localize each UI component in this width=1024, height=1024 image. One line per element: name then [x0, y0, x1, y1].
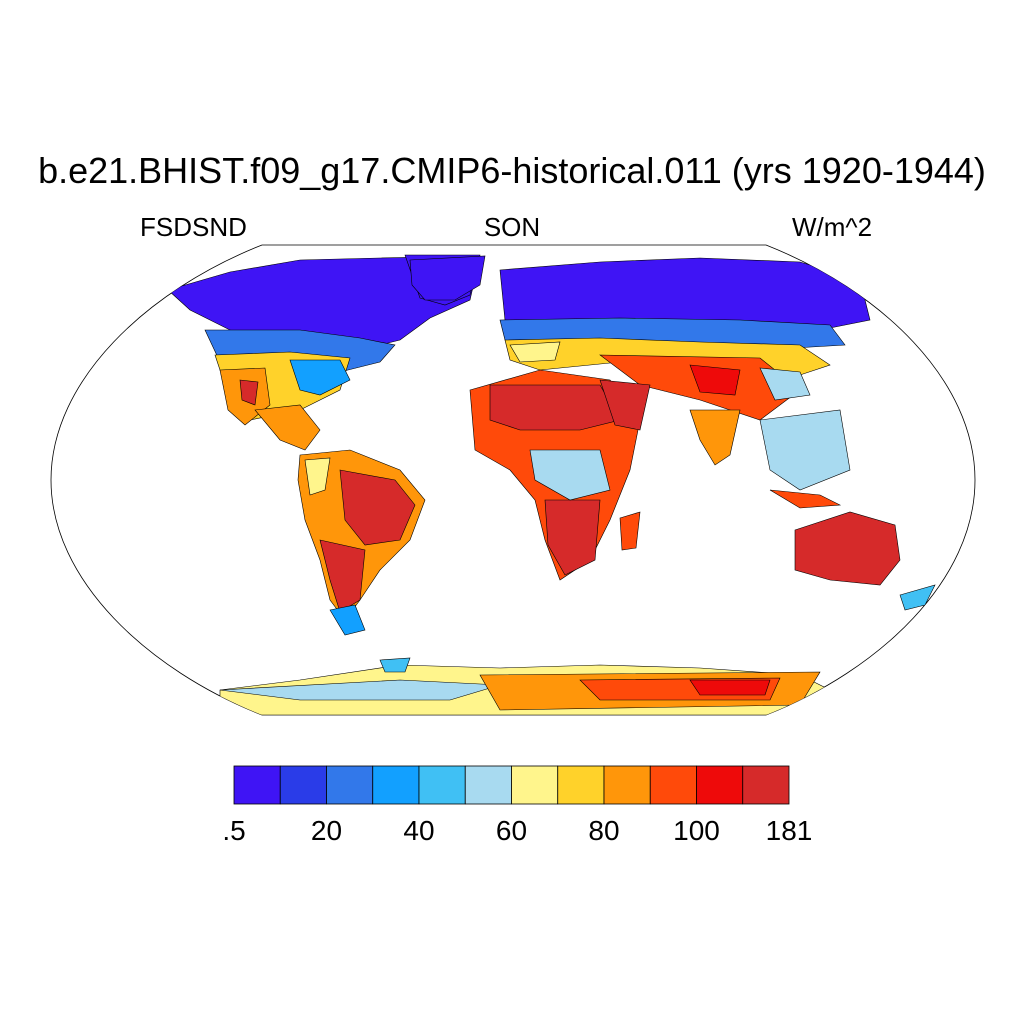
- eurasia: [499, 257, 871, 491]
- colorbar-swatch: [696, 765, 744, 805]
- colorbar-tick-label: 100: [673, 815, 720, 846]
- colorbar-tick-label: .5: [222, 815, 245, 846]
- colorbar-swatch: [464, 765, 512, 805]
- south-america: [297, 449, 426, 636]
- colorbar-tick-label: 80: [588, 815, 619, 846]
- variable-label: FSDSND: [140, 212, 247, 242]
- oceania: [769, 489, 936, 611]
- colorbar-tick-label: 60: [496, 815, 527, 846]
- colorbar-swatch: [649, 765, 697, 805]
- africa: [469, 369, 651, 581]
- colorbar-swatch: [372, 765, 420, 805]
- colorbar-tick-label: 181: [766, 815, 813, 846]
- colorbar-swatch: [603, 765, 651, 805]
- season-label: SON: [483, 212, 541, 242]
- colorbar-swatch: [326, 765, 374, 805]
- colorbar-swatch: [233, 765, 281, 805]
- antarctica: [219, 657, 831, 715]
- colorbar-swatch: [742, 765, 790, 805]
- map-title: b.e21.BHIST.f09_g17.CMIP6-historical.011…: [38, 150, 986, 191]
- colorbar-swatch: [418, 765, 466, 805]
- north-america: [167, 254, 481, 451]
- colorbar: .5 20 40 60 80 100 181: [222, 765, 813, 846]
- greenland: [409, 255, 486, 301]
- colorbar-swatch: [557, 765, 605, 805]
- colorbar-tick-label: 40: [403, 815, 434, 846]
- colorbar-swatch: [511, 765, 559, 805]
- units-label: W/m^2: [792, 212, 873, 242]
- colorbar-tick-label: 20: [311, 815, 342, 846]
- colorbar-swatch: [279, 765, 327, 805]
